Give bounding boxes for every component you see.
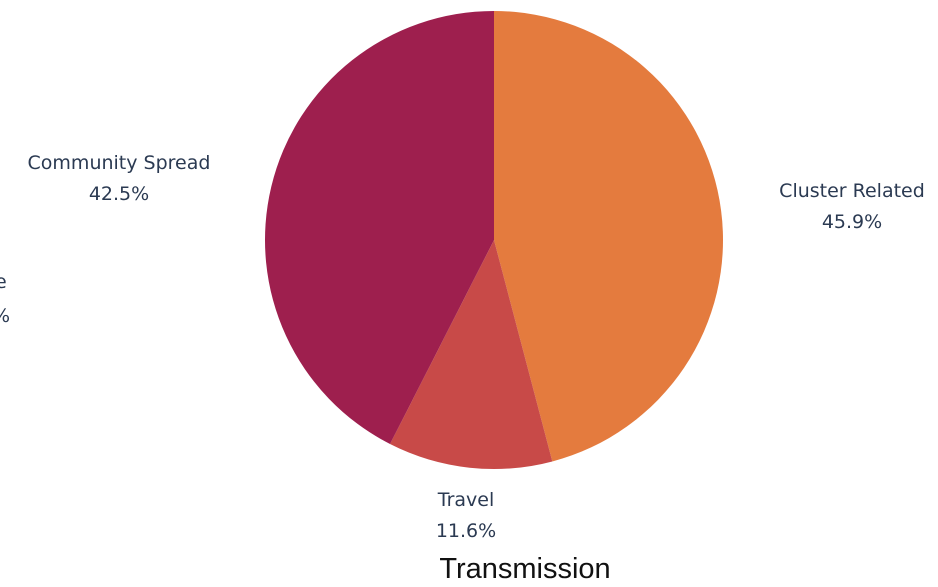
pie-slice-community-spread [264,11,494,445]
clipped-label-fragment-name: e [0,271,7,293]
slice-label-name: Cluster Related [779,180,925,202]
pie-slices [264,11,723,469]
slice-label-name: Travel [437,489,494,511]
slice-label-value: 11.6% [436,520,496,542]
clipped-label-fragment-pct: % [0,305,10,327]
pie-slice-cluster-related [494,11,723,462]
slice-labels: Cluster Related 45.9% Travel 11.6% Community… [28,152,925,542]
pie-slice-travel [390,240,553,469]
chart-title: Transmission [439,553,610,585]
slice-label-name: Community Spread [28,152,211,174]
slice-label-value: 42.5% [89,183,149,205]
slice-label-value: 45.9% [822,211,882,233]
